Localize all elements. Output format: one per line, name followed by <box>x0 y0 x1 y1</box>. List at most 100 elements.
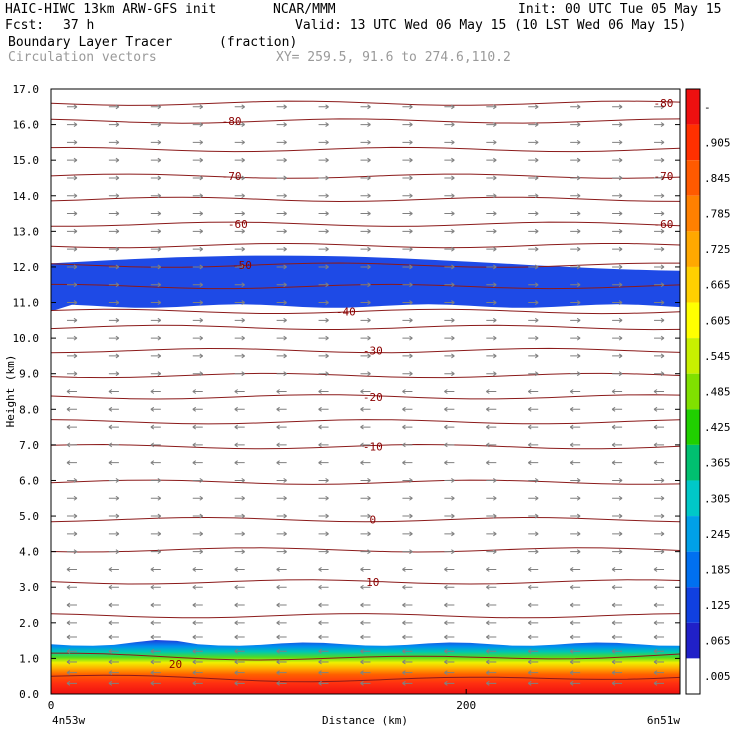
wind-vector <box>444 282 455 288</box>
wind-vector <box>402 122 413 128</box>
wind-vector <box>234 353 245 359</box>
wind-vector <box>108 680 119 686</box>
wind-vector <box>234 478 245 483</box>
wind-vector <box>486 634 497 640</box>
isotherm-contour <box>51 443 680 450</box>
wind-vector <box>611 602 623 608</box>
isotherm-contour <box>51 419 680 425</box>
wind-vector <box>444 353 455 359</box>
wind-vector <box>150 620 161 626</box>
wind-vector <box>527 584 539 590</box>
wind-vector <box>360 211 371 216</box>
wind-vector <box>612 264 623 270</box>
wind-vector <box>527 648 539 654</box>
wind-vector <box>528 157 539 163</box>
wind-vector <box>570 104 581 110</box>
wind-vector <box>360 478 371 483</box>
wind-vector <box>528 122 539 128</box>
wind-vector <box>150 122 162 128</box>
wind-vector <box>486 442 497 448</box>
isotherm-label: 0 <box>369 514 376 527</box>
wind-vector <box>66 193 78 199</box>
wind-vector <box>444 670 455 676</box>
wind-vector <box>654 264 665 270</box>
field-name: Boundary Layer Tracer <box>8 35 173 50</box>
wind-vector <box>444 211 455 216</box>
wind-vector <box>150 513 162 519</box>
wind-vector <box>318 246 329 252</box>
wind-vector <box>150 211 162 216</box>
wind-vector <box>570 157 581 163</box>
wind-vector <box>150 584 161 590</box>
wind-vector <box>66 442 77 448</box>
wind-vector <box>150 680 161 686</box>
wind-vector <box>192 246 204 252</box>
wind-vector <box>318 282 329 288</box>
wind-vector <box>611 584 623 590</box>
wind-vector <box>108 513 120 519</box>
x-end-right-label: 6n51w <box>647 714 680 727</box>
wind-vector <box>570 211 581 216</box>
wind-vector <box>360 353 371 359</box>
wind-vector <box>653 389 665 394</box>
isotherm-contour <box>51 100 680 106</box>
isotherm-contour <box>51 324 680 331</box>
wind-vector <box>444 567 455 572</box>
wind-vector <box>527 389 539 394</box>
wind-vector <box>276 513 287 519</box>
wind-vector <box>402 157 413 163</box>
upper-tracer-layer <box>51 255 680 312</box>
wind-vector <box>192 495 204 501</box>
wind-vector <box>318 193 329 199</box>
wind-vector <box>528 282 539 288</box>
wind-vector <box>108 659 119 665</box>
wind-vector <box>569 620 581 626</box>
wind-vector <box>234 139 245 145</box>
wind-vector <box>276 317 287 323</box>
wind-vector <box>402 513 413 519</box>
wind-vector <box>444 157 455 163</box>
wind-vector <box>528 175 539 181</box>
wind-vector <box>653 567 665 572</box>
wind-vector <box>611 406 623 412</box>
colorbar-swatch <box>686 587 700 623</box>
wind-vector <box>402 478 413 483</box>
wind-vector <box>66 567 77 572</box>
wind-vector <box>486 478 497 483</box>
wind-vector <box>66 478 78 483</box>
wind-vector <box>192 193 204 199</box>
wind-vector <box>234 442 245 448</box>
isotherm-contour <box>51 613 680 619</box>
wind-vector <box>486 353 497 359</box>
wind-vector <box>486 211 497 216</box>
wind-vector <box>150 317 162 323</box>
wind-vector <box>66 175 78 181</box>
wind-vector <box>653 584 665 590</box>
wind-vector <box>276 175 287 181</box>
colorbar-frame <box>685 88 701 695</box>
wind-vector <box>66 282 78 288</box>
colorbar-label: .665 <box>704 279 731 292</box>
wind-vector <box>360 584 371 590</box>
wind-vector <box>486 157 497 163</box>
colorbar-swatch <box>686 124 700 161</box>
y-tick-label: 6.0 <box>19 474 39 487</box>
wind-vector <box>653 460 665 466</box>
wind-vector <box>234 175 245 181</box>
wind-vector <box>444 406 455 412</box>
wind-vector <box>66 139 78 145</box>
colorbar-label: .725 <box>704 243 731 256</box>
isotherm-label: -80 <box>653 97 673 110</box>
wind-vector <box>318 317 329 323</box>
wind-vector <box>234 300 245 305</box>
wind-vector <box>150 335 162 341</box>
wind-vector <box>108 157 120 163</box>
wind-vector <box>276 620 287 626</box>
wind-vector <box>570 531 581 537</box>
wind-vector <box>402 104 413 110</box>
wind-vector <box>192 531 204 537</box>
wind-vector <box>234 680 245 686</box>
wind-vector <box>612 353 623 359</box>
wind-vector <box>486 300 497 305</box>
wind-vector <box>569 567 581 572</box>
